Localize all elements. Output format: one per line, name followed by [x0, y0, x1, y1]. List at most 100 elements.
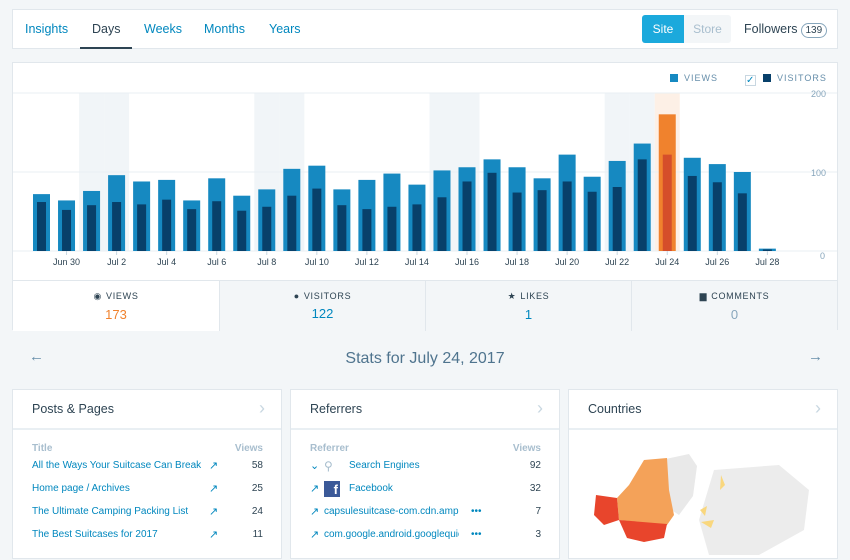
store-toggle[interactable]: Store [684, 15, 731, 43]
visitors-bar[interactable] [162, 199, 172, 251]
world-map[interactable] [569, 430, 837, 555]
posts-pages-header[interactable]: Posts & Pages › [13, 390, 281, 430]
post-row[interactable]: All the Ways Your Suitcase Can Break ↗ 58 [13, 454, 281, 477]
tab-years[interactable]: Years [269, 22, 301, 36]
visitors-bar[interactable] [637, 159, 647, 251]
visitors-bar[interactable] [362, 209, 372, 251]
post-views: 11 [252, 529, 263, 540]
referrer-row[interactable]: ⌄ ⚲ Search Engines 92 [291, 454, 559, 477]
visitors-bar[interactable] [337, 205, 347, 251]
summary-label: VISITORS [303, 291, 352, 301]
eye-icon: ◉ [93, 291, 103, 301]
summary-tab-comments[interactable]: ▆ COMMENTS 0 [631, 281, 837, 331]
post-title[interactable]: Home page / Archives [32, 483, 130, 494]
visitors-bar[interactable] [112, 202, 122, 251]
next-day-arrow-icon[interactable]: → [808, 348, 823, 365]
chevron-right-icon[interactable]: › [815, 398, 821, 418]
map-eurasia [699, 465, 809, 555]
visitors-bar[interactable] [137, 204, 147, 251]
visitors-bar[interactable] [312, 188, 322, 251]
legend-views-label: VIEWS [684, 73, 719, 83]
referrer-name[interactable]: com.google.android.googlequicksearchbox [324, 529, 459, 540]
tab-months[interactable]: Months [204, 22, 245, 36]
previous-day-arrow-icon[interactable]: ← [29, 348, 44, 365]
followers-count-badge: 139 [800, 23, 828, 38]
visitors-bar[interactable] [712, 182, 722, 251]
referrers-header[interactable]: Referrers › [291, 390, 559, 430]
visitors-bar[interactable] [612, 187, 622, 251]
tab-days[interactable]: Days [80, 10, 133, 49]
legend-visitors[interactable]: ✓ VISITORS [745, 73, 827, 86]
post-row[interactable]: The Best Suitcases for 2017 ↗ 11 [13, 523, 281, 546]
summary-tab-views[interactable]: ◉ VIEWS 173 [13, 281, 219, 331]
referrer-name[interactable]: capsulesuitcase-com.cdn.ampproject.org [324, 506, 459, 517]
external-link-icon[interactable]: ↗ [209, 483, 219, 495]
external-link-icon[interactable]: ↗ [209, 529, 219, 541]
chevron-right-icon[interactable]: › [537, 398, 543, 418]
x-tick-label: Jul 28 [755, 257, 779, 267]
x-tick-label: Jul 8 [257, 257, 276, 267]
visitors-bar[interactable] [212, 201, 222, 251]
y-tick-label: 200 [811, 89, 826, 99]
visitors-bar[interactable] [37, 202, 46, 251]
visitors-bar[interactable] [437, 197, 447, 251]
views-column-header: Views [512, 443, 541, 454]
y-tick-label: 0 [820, 251, 825, 261]
post-row[interactable]: The Ultimate Camping Packing List ↗ 24 [13, 500, 281, 523]
visitors-bar[interactable] [412, 204, 422, 251]
post-title[interactable]: The Best Suitcases for 2017 [32, 529, 158, 540]
visitors-bar[interactable] [62, 209, 72, 251]
summary-tab-visitors[interactable]: ● VISITORS 122 [219, 281, 425, 331]
referrer-name[interactable]: Facebook [349, 483, 393, 494]
visitors-bar[interactable] [387, 206, 397, 251]
referrer-views: 32 [529, 483, 541, 494]
visitors-bar[interactable] [512, 192, 522, 251]
referrer-name[interactable]: Search Engines [349, 460, 420, 471]
visitors-bar[interactable] [487, 172, 497, 251]
visitors-bar[interactable] [237, 210, 247, 251]
views-column-header: Views [234, 443, 263, 454]
external-link-icon[interactable]: ↗ [310, 483, 320, 495]
referrer-row[interactable]: ↗ capsulesuitcase-com.cdn.ampproject.org •… [291, 500, 559, 523]
date-title: Stats for July 24, 2017 [345, 350, 505, 367]
external-link-icon[interactable]: ↗ [209, 506, 219, 518]
visitors-bar[interactable] [587, 191, 597, 251]
visitors-bar[interactable] [562, 181, 572, 251]
site-toggle[interactable]: Site [642, 15, 684, 43]
visitors-bar[interactable] [187, 209, 197, 251]
post-title[interactable]: All the Ways Your Suitcase Can Break [32, 460, 202, 471]
post-title[interactable]: The Ultimate Camping Packing List [32, 506, 189, 517]
post-row[interactable]: Home page / Archives ↗ 25 [13, 477, 281, 500]
external-link-icon[interactable]: ↗ [310, 506, 320, 518]
chevron-down-icon[interactable]: ⌄ [310, 460, 320, 472]
visitors-bar[interactable] [87, 205, 97, 251]
referrer-views: 3 [535, 529, 541, 540]
visitors-bar[interactable] [662, 154, 672, 251]
summary-tab-likes[interactable]: ★ LIKES 1 [425, 281, 631, 331]
followers-link[interactable]: Followers 139 [744, 10, 828, 49]
visitors-bar[interactable] [762, 249, 772, 251]
x-tick-label: Jul 16 [455, 257, 479, 267]
visitors-bar[interactable] [462, 181, 472, 251]
visitors-bar[interactable] [687, 175, 697, 251]
external-link-icon[interactable]: ↗ [209, 460, 219, 472]
comment-icon: ▆ [699, 291, 708, 301]
y-tick-label: 100 [811, 168, 826, 178]
more-dots-icon[interactable]: ••• [471, 529, 482, 540]
visitors-bar[interactable] [537, 190, 547, 251]
referrer-row[interactable]: ↗ f Facebook 32 [291, 477, 559, 500]
external-link-icon[interactable]: ↗ [310, 529, 320, 541]
tab-weeks[interactable]: Weeks [144, 22, 182, 36]
countries-card: Countries › [568, 389, 838, 559]
countries-header[interactable]: Countries › [569, 390, 837, 430]
visitors-checkbox[interactable]: ✓ [745, 75, 756, 86]
visitors-bar[interactable] [737, 193, 747, 251]
visitors-bar[interactable] [262, 206, 272, 251]
chevron-right-icon[interactable]: › [259, 398, 265, 418]
more-dots-icon[interactable]: ••• [471, 506, 482, 517]
tab-insights[interactable]: Insights [25, 22, 69, 36]
referrer-row[interactable]: ↗ com.google.android.googlequicksearchbox… [291, 523, 559, 546]
x-tick-label: Jul 22 [605, 257, 629, 267]
visitors-bar[interactable] [287, 195, 297, 251]
x-tick-label: Jul 20 [555, 257, 579, 267]
